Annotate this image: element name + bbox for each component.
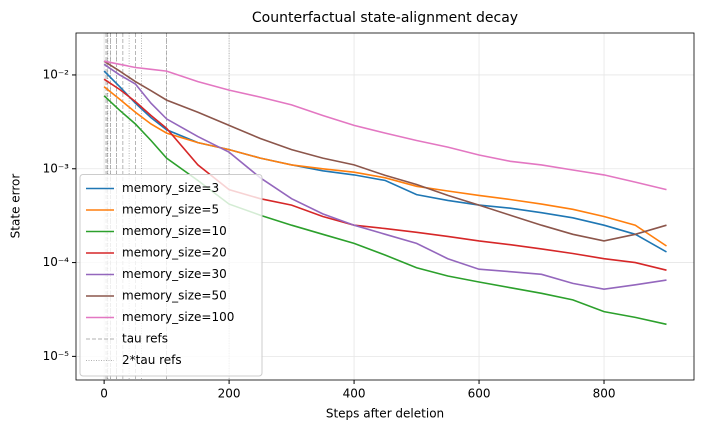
x-tick-label: 0 (100, 387, 108, 401)
x-tick-label: 400 (343, 387, 366, 401)
chart-title: Counterfactual state-alignment decay (252, 10, 518, 26)
x-axis-label: Steps after deletion (326, 407, 444, 421)
legend-label: memory_size=5 (122, 203, 219, 217)
legend-label: tau refs (122, 332, 168, 346)
series-line (103, 63, 667, 291)
series-line (103, 60, 667, 242)
legend-box (79, 174, 263, 377)
legend-label: memory_size=20 (122, 246, 227, 260)
legend-label: memory_size=3 (122, 181, 219, 195)
y-axis-label: State error (9, 174, 23, 239)
series-line (103, 70, 667, 253)
x-tick-label: 800 (593, 387, 616, 401)
x-tick-label: 200 (218, 387, 241, 401)
y-tick-label: 10⁻³ (43, 161, 70, 175)
series-line (103, 60, 667, 191)
y-tick-label: 10⁻⁵ (43, 349, 70, 363)
y-tick-label: 10⁻⁴ (43, 255, 70, 269)
series-line (103, 95, 667, 326)
legend-label: memory_size=30 (122, 267, 227, 281)
legend-label: memory_size=10 (122, 224, 227, 238)
legend-label: 2*tau refs (122, 353, 182, 367)
legend-label: memory_size=50 (122, 289, 227, 303)
legend-label: memory_size=100 (122, 310, 234, 324)
y-tick-label: 10⁻² (43, 67, 70, 81)
x-tick-label: 600 (468, 387, 491, 401)
series-line (103, 86, 667, 247)
plot-frame (75, 32, 695, 381)
